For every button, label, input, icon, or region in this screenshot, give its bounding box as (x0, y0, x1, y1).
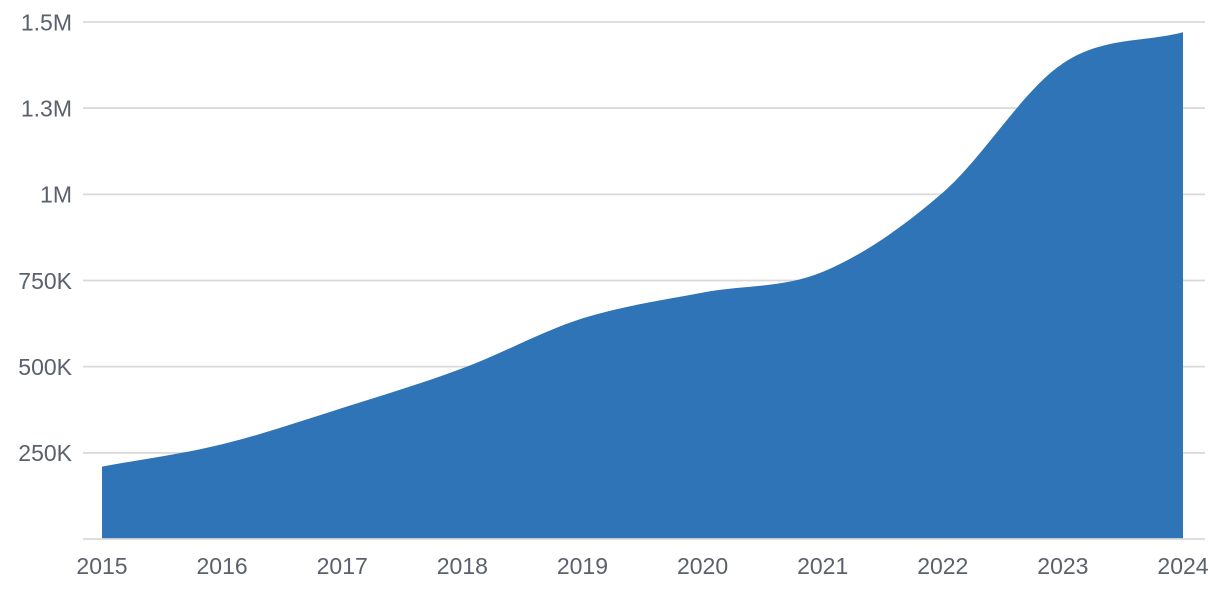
y-axis-tick-label: 250K (18, 440, 72, 466)
y-axis-tick-label: 500K (18, 354, 72, 380)
x-axis-tick-label: 2017 (317, 553, 368, 579)
area-series (102, 32, 1183, 540)
y-axis-tick-label: 1.5M (21, 9, 72, 35)
x-axis-labels: 2015 2016 2017 2018 2019 2020 2021 2022 2023 2024 (76, 553, 1208, 579)
y-axis-tick-label: 750K (18, 268, 72, 294)
y-axis-labels: 1.5M 1.3M 1M 750K 500K 250K (18, 9, 72, 466)
x-axis-tick-label: 2024 (1157, 553, 1208, 579)
x-axis-tick-label: 2020 (677, 553, 728, 579)
x-axis-tick-label: 2015 (76, 553, 127, 579)
x-axis-tick-label: 2016 (197, 553, 248, 579)
x-axis-tick-label: 2018 (437, 553, 488, 579)
y-axis-tick-label: 1.3M (21, 95, 72, 121)
x-axis-tick-label: 2019 (557, 553, 608, 579)
x-axis-tick-label: 2023 (1037, 553, 1088, 579)
x-axis-tick-label: 2022 (917, 553, 968, 579)
x-axis-tick-label: 2021 (797, 553, 848, 579)
y-axis-tick-label: 1M (40, 182, 72, 208)
